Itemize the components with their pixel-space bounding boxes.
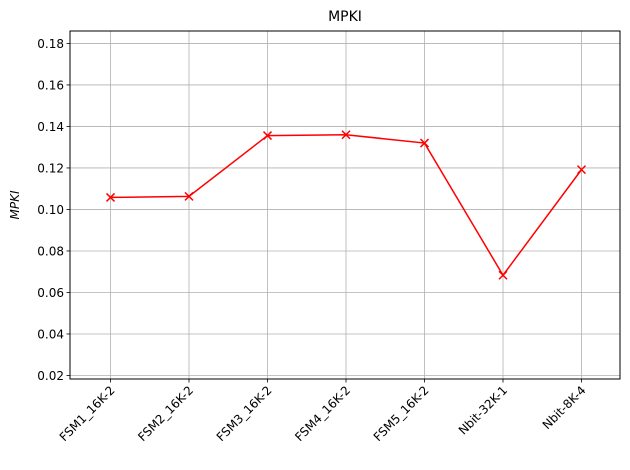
marker-stroke — [262, 131, 273, 141]
y-tick-label: 0.16 — [37, 78, 64, 92]
marker-stroke — [341, 130, 351, 140]
data-point — [419, 138, 430, 148]
x-tick-label: FSM5_16K-2 — [371, 383, 432, 444]
data-point — [498, 270, 508, 280]
series-layer — [105, 130, 587, 280]
x-tick-label: FSM2_16K-2 — [135, 383, 196, 444]
chart-title: MPKI — [328, 9, 362, 25]
y-tick-label: 0.10 — [37, 203, 64, 217]
marker-stroke — [419, 138, 430, 148]
y-tick-label: 0.06 — [37, 286, 64, 300]
x-tick-label: FSM4_16K-2 — [292, 383, 353, 444]
x-axis-ticks: FSM1_16K-2 FSM2_16K-2 FSM3_16K-2 FSM4_16K-2… — [57, 379, 589, 444]
plot-frame — [69, 30, 621, 380]
x-tick-label: Nbit-8K-4 — [540, 383, 589, 432]
data-point — [341, 130, 351, 140]
y-tick-label: 0.08 — [37, 244, 64, 258]
marker-stroke — [184, 191, 194, 201]
y-axis-ticks: 0.02 0.04 0.06 0.08 0.10 0.12 0.14 0.16 0.18 — [37, 37, 70, 383]
y-tick-label: 0.12 — [37, 161, 64, 175]
data-point — [184, 191, 194, 201]
x-tick-label: FSM3_16K-2 — [214, 383, 275, 444]
marker-stroke — [105, 192, 116, 202]
grid — [70, 31, 620, 379]
y-tick-label: 0.18 — [37, 37, 64, 51]
y-axis-label: MPKI — [8, 190, 22, 219]
y-tick-label: 0.04 — [37, 327, 64, 341]
data-point — [262, 131, 273, 141]
y-tick-label: 0.02 — [37, 369, 64, 383]
marker-stroke — [576, 165, 587, 175]
marker-stroke — [498, 270, 508, 280]
x-tick-label: Nbit-32K-1 — [456, 383, 510, 437]
y-tick-label: 0.14 — [37, 120, 64, 134]
x-tick-label: FSM1_16K-2 — [57, 383, 118, 444]
data-point — [105, 192, 116, 202]
data-point — [576, 165, 587, 175]
